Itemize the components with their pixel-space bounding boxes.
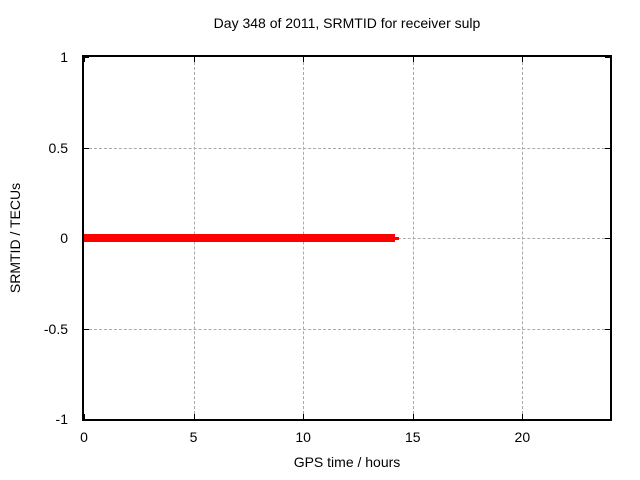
x-tick-label: 15 — [404, 429, 421, 445]
y-tick-mark-left — [84, 419, 89, 420]
y-tick-mark-left — [84, 57, 89, 58]
x-tick-label: 0 — [80, 429, 88, 445]
x-tick-mark-bottom — [193, 414, 195, 419]
x-tick-mark-top — [193, 57, 195, 62]
chart-title: Day 348 of 2011, SRMTID for receiver sul… — [213, 15, 481, 31]
y-tick-mark-right — [605, 419, 610, 420]
x-tick-mark-bottom — [412, 414, 414, 419]
x-tick-mark-top — [522, 57, 524, 62]
y-tick-mark-right — [605, 328, 610, 330]
x-tick-mark-top — [84, 57, 85, 62]
y-gridline — [84, 147, 610, 149]
x-tick-label: 20 — [514, 429, 531, 445]
y-tick-mark-left — [84, 147, 89, 149]
y-tick-mark-right — [605, 57, 610, 58]
y-tick-label: 1 — [60, 49, 68, 65]
x-axis-label: GPS time / hours — [293, 454, 401, 470]
y-tick-label: 0.5 — [48, 139, 68, 156]
x-tick-mark-top — [303, 57, 305, 62]
y-tick-mark-right — [605, 147, 610, 149]
x-tick-mark-bottom — [303, 414, 305, 419]
x-tick-label: 5 — [189, 429, 198, 445]
y-tick-mark-left — [84, 328, 89, 330]
x-tick-mark-bottom — [84, 414, 85, 419]
y-tick-label: -0.5 — [43, 320, 68, 337]
y-tick-label: -1 — [55, 411, 68, 427]
y-tick-mark-right — [605, 238, 610, 239]
x-tick-mark-top — [412, 57, 414, 62]
x-tick-mark-bottom — [522, 414, 524, 419]
y-gridline — [84, 328, 610, 330]
data-series-line — [84, 234, 396, 242]
data-series-line-cap — [395, 237, 400, 240]
x-tick-label: 10 — [295, 429, 311, 445]
y-tick-label: 0 — [60, 230, 68, 246]
